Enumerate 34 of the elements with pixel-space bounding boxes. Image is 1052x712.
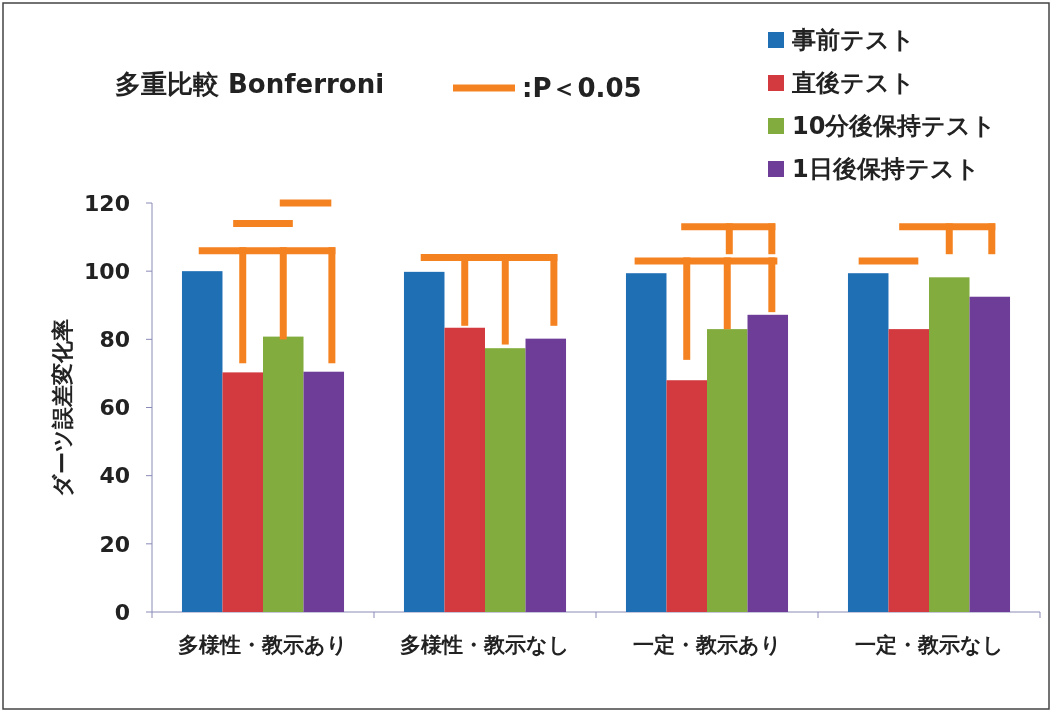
bar bbox=[485, 348, 526, 612]
bar bbox=[222, 372, 263, 612]
legend-label: 事前テスト bbox=[791, 26, 915, 55]
bar bbox=[181, 271, 223, 612]
bar bbox=[625, 273, 667, 612]
y-tick-label: 0 bbox=[114, 599, 130, 625]
x-tick-label: 多様性・教示あり bbox=[178, 633, 348, 657]
y-tick-label: 120 bbox=[84, 190, 130, 216]
x-tick-label: 一定・教示あり bbox=[632, 633, 782, 657]
bar bbox=[403, 271, 445, 612]
legend-label: 1日後保持テスト bbox=[792, 155, 980, 184]
bar bbox=[707, 329, 748, 612]
y-tick-label: 100 bbox=[84, 258, 130, 284]
y-tick-label: 80 bbox=[99, 327, 130, 353]
bar bbox=[303, 371, 345, 612]
bar bbox=[525, 338, 567, 612]
bar bbox=[263, 336, 304, 612]
bar bbox=[747, 314, 789, 612]
bar bbox=[666, 380, 707, 612]
bar bbox=[969, 296, 1011, 612]
legend-label: 直後テスト bbox=[791, 69, 915, 98]
bar bbox=[444, 327, 485, 612]
legend-label: 10分後保持テスト bbox=[792, 112, 997, 141]
chart-title: 多重比較 Bonferroni bbox=[115, 69, 385, 99]
bar bbox=[888, 329, 929, 612]
bar bbox=[847, 273, 889, 612]
x-tick-label: 一定・教示なし bbox=[854, 633, 1004, 657]
bar bbox=[929, 277, 970, 612]
y-tick-label: 60 bbox=[99, 395, 130, 421]
y-axis-title: ダーツ誤差変化率 bbox=[50, 318, 75, 497]
text: :P＜0.05 bbox=[522, 73, 642, 103]
y-tick-label: 20 bbox=[99, 531, 130, 557]
x-tick-label: 多様性・教示なし bbox=[400, 633, 570, 657]
y-tick-label: 40 bbox=[99, 463, 130, 489]
